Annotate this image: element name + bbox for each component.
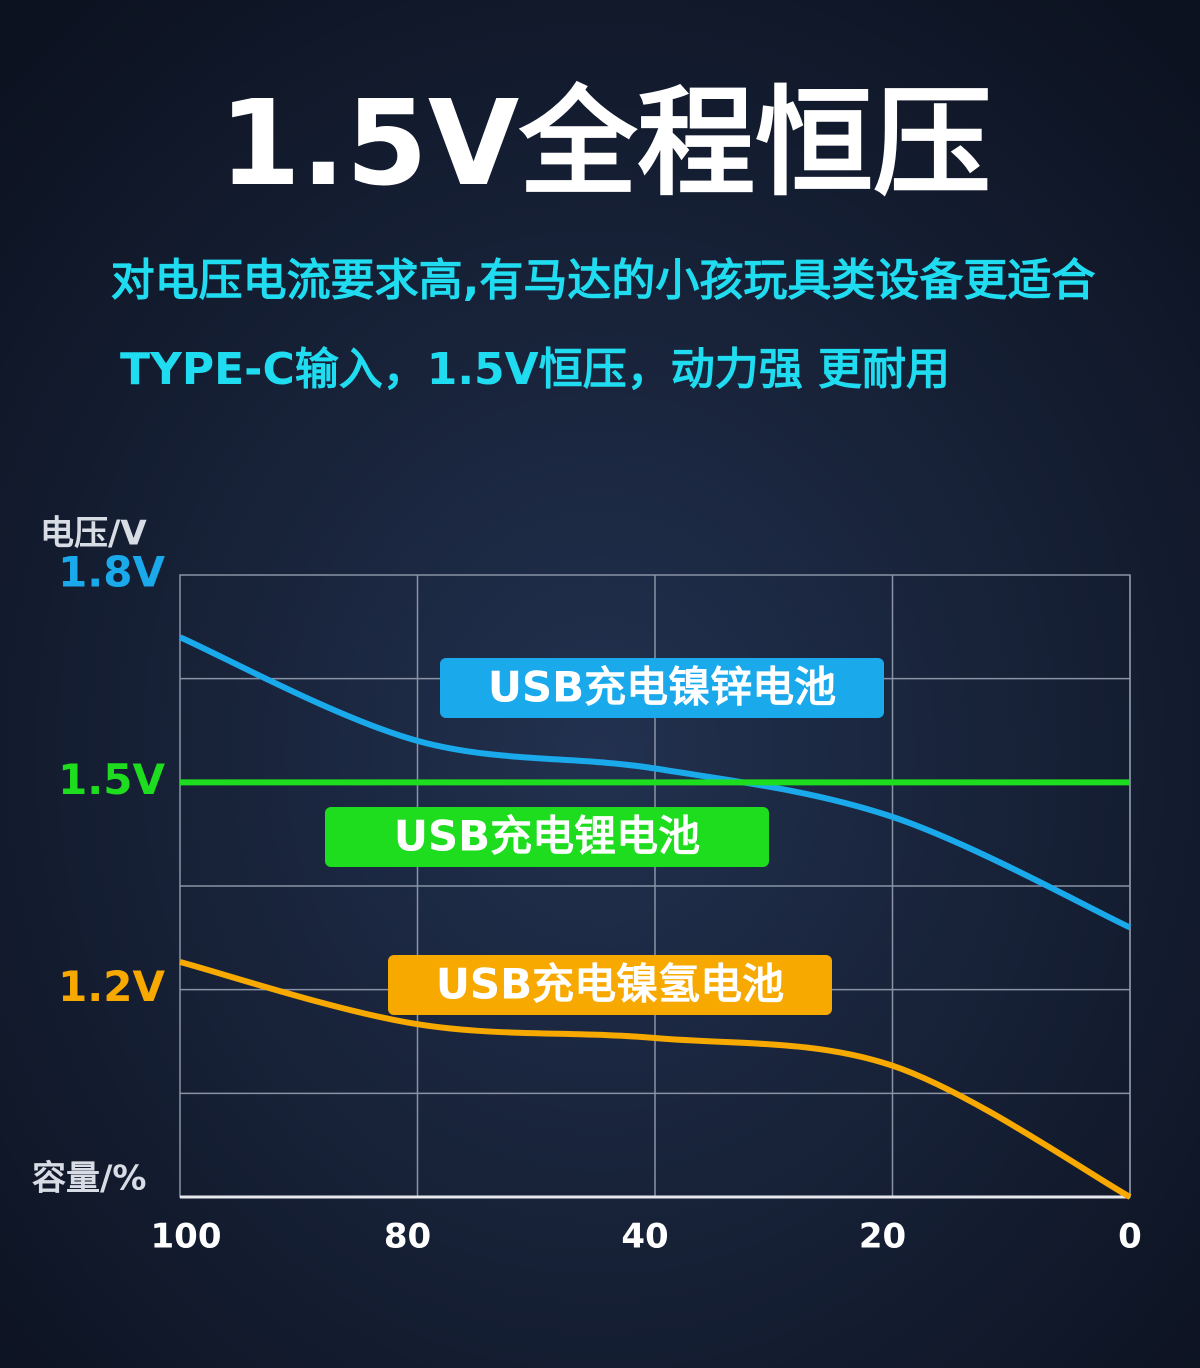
x-tick-label: 80 (384, 1217, 431, 1257)
legend-item: USB充电镍锌电池 (440, 658, 884, 718)
y-tick-label: 1.8V (58, 548, 165, 597)
y-tick-label: 1.2V (58, 962, 165, 1011)
subtitle: TYPE-C输入，1.5V恒压，动力强 更耐用 (120, 344, 950, 395)
subtitle: 对电压电流要求高,有马达的小孩玩具类设备更适合 (111, 255, 1096, 306)
x-tick-label: 40 (621, 1217, 668, 1257)
legend-box (325, 807, 769, 867)
legend-label: USB充电锂电池 (394, 812, 700, 861)
chart-title: 1.5V全程恒压 (219, 74, 991, 212)
legend-label: USB充电镍锌电池 (488, 663, 836, 712)
legend-item: USB充电镍氢电池 (388, 955, 832, 1015)
x-tick-label: 100 (151, 1217, 222, 1257)
legend-label: USB充电镍氢电池 (436, 960, 784, 1009)
legend-box (440, 658, 884, 718)
legend-box (388, 955, 832, 1015)
legend-item: USB充电锂电池 (325, 807, 769, 867)
series-line (178, 634, 1132, 931)
y-tick-label: 1.5V (58, 755, 165, 804)
x-tick-label: 20 (859, 1217, 906, 1257)
y-axis-label: 电压/V (40, 514, 147, 554)
series-line (179, 959, 1132, 1200)
x-axis-label: 容量/% (32, 1159, 146, 1199)
x-tick-label: 0 (1118, 1217, 1142, 1257)
